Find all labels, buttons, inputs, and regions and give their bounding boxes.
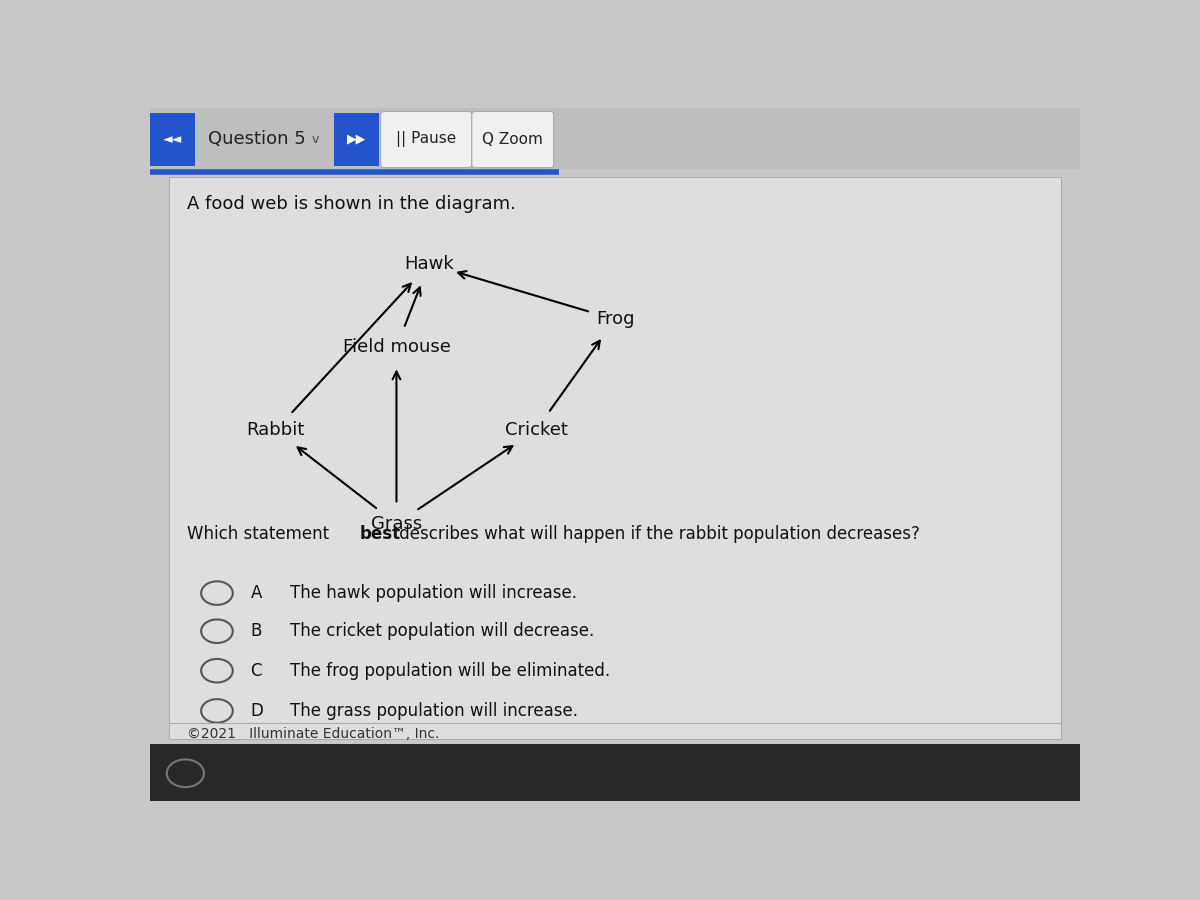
Text: || Pause: || Pause: [396, 131, 456, 148]
Text: ©2021   Illuminate Education™, Inc.: ©2021 Illuminate Education™, Inc.: [187, 727, 439, 742]
Text: The grass population will increase.: The grass population will increase.: [289, 702, 577, 720]
Text: The cricket population will decrease.: The cricket population will decrease.: [289, 622, 594, 640]
Text: ▶▶: ▶▶: [347, 132, 366, 146]
Text: The frog population will be eliminated.: The frog population will be eliminated.: [289, 662, 610, 680]
Text: Rabbit: Rabbit: [246, 421, 305, 439]
FancyBboxPatch shape: [472, 112, 553, 167]
Text: A food web is shown in the diagram.: A food web is shown in the diagram.: [187, 194, 516, 212]
Text: v: v: [312, 132, 319, 146]
Text: C: C: [251, 662, 262, 680]
Text: Frog: Frog: [595, 310, 635, 328]
Text: Which statement: Which statement: [187, 526, 335, 544]
Text: Question 5: Question 5: [208, 130, 306, 148]
FancyBboxPatch shape: [150, 108, 1080, 169]
Text: describes what will happen if the rabbit population decreases?: describes what will happen if the rabbit…: [394, 526, 919, 544]
FancyBboxPatch shape: [150, 112, 194, 166]
FancyBboxPatch shape: [380, 112, 472, 167]
FancyBboxPatch shape: [150, 744, 1080, 801]
Text: A: A: [251, 584, 262, 602]
FancyBboxPatch shape: [334, 112, 379, 166]
Text: Hawk: Hawk: [404, 255, 454, 273]
Text: D: D: [251, 702, 263, 720]
Text: best: best: [359, 526, 401, 544]
Text: Grass: Grass: [371, 515, 422, 533]
Text: Cricket: Cricket: [504, 421, 568, 439]
Text: B: B: [251, 622, 262, 640]
Text: ◄◄: ◄◄: [163, 132, 182, 146]
Text: Field mouse: Field mouse: [342, 338, 450, 356]
Text: The hawk population will increase.: The hawk population will increase.: [289, 584, 576, 602]
FancyBboxPatch shape: [168, 177, 1062, 739]
Text: Q Zoom: Q Zoom: [482, 131, 544, 147]
